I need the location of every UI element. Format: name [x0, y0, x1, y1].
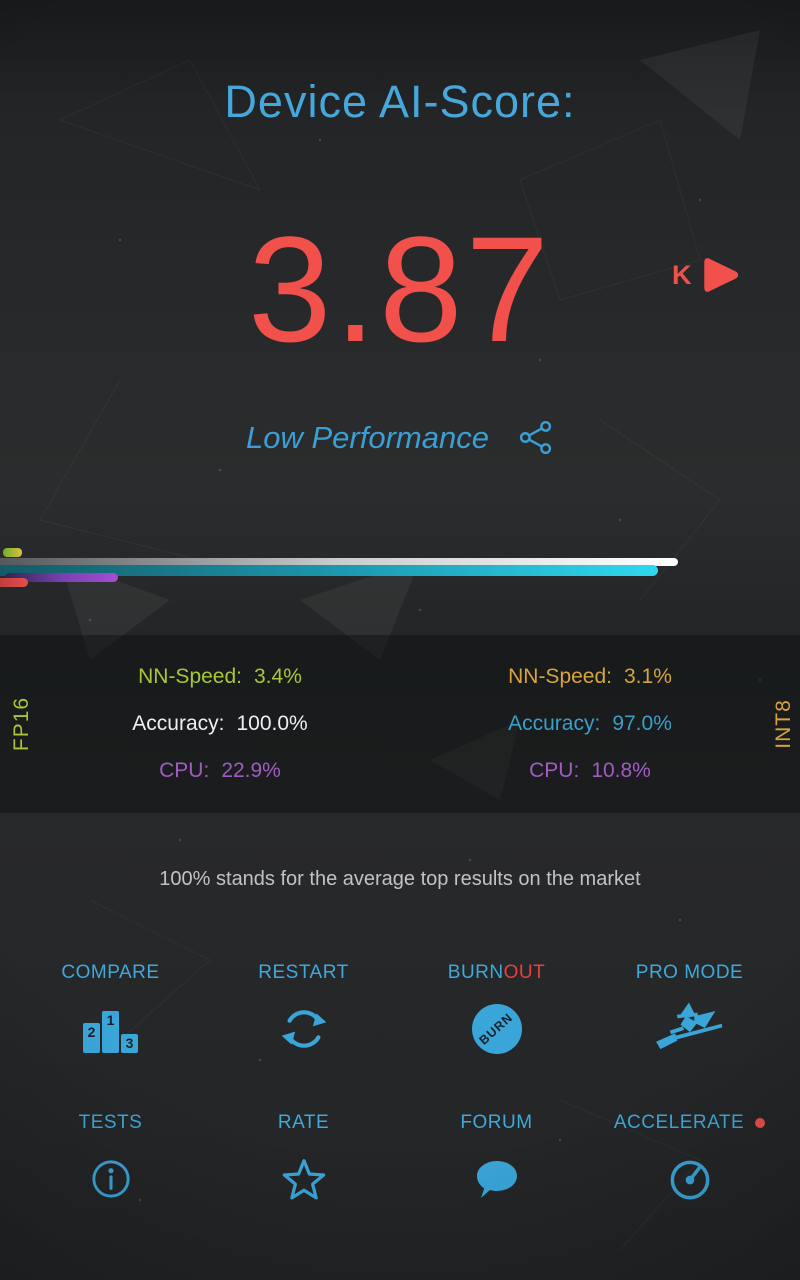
restart-label: RESTART	[258, 962, 349, 983]
compare-button[interactable]: COMPARE 2 1 3	[14, 962, 207, 1060]
stat-value: 97.0%	[612, 712, 672, 735]
compare-label: COMPARE	[61, 962, 160, 983]
action-grid: COMPARE 2 1 3 RESTART	[14, 962, 786, 1210]
stat-row: CPU: 22.9%	[50, 759, 390, 783]
fp16-stats-column: NN-Speed: 3.4% Accuracy: 100.0% CPU: 22.…	[50, 635, 390, 813]
burnout-button[interactable]: BURN OUT BURN	[400, 962, 593, 1060]
accelerate-button[interactable]: ACCELERATE	[593, 1112, 786, 1210]
share-icon[interactable]	[517, 419, 554, 456]
stat-label: Accuracy:	[508, 712, 601, 735]
tests-button[interactable]: TESTS	[14, 1112, 207, 1210]
forum-button[interactable]: FORUM	[400, 1112, 593, 1210]
witch-icon	[654, 998, 726, 1060]
accelerate-label: ACCELERATE	[614, 1112, 766, 1134]
stat-label: Accuracy:	[132, 712, 225, 735]
svg-text:1: 1	[106, 1012, 114, 1028]
stat-value: 100.0%	[236, 712, 308, 735]
stat-label: CPU:	[159, 759, 210, 782]
stat-row: Accuracy: 100.0%	[50, 712, 390, 736]
score-unit-play[interactable]: K	[672, 254, 740, 296]
bar-mini-green	[3, 548, 22, 557]
podium-icon: 2 1 3	[81, 998, 141, 1060]
stat-row: NN-Speed: 3.4%	[50, 665, 390, 689]
stat-value: 3.1%	[624, 665, 672, 688]
stat-row: NN-Speed: 3.1%	[420, 665, 760, 689]
stat-label: CPU:	[529, 759, 580, 782]
svg-text:2: 2	[87, 1024, 95, 1040]
stat-label: NN-Speed:	[138, 665, 242, 688]
restart-icon	[277, 998, 331, 1060]
burnout-label-burn: BURN	[447, 962, 504, 983]
gauge-icon	[663, 1148, 717, 1210]
stat-value: 3.4%	[254, 665, 302, 688]
score-unit: K	[672, 259, 692, 290]
page-title: Device AI-Score:	[224, 76, 576, 127]
pro-mode-label: PRO MODE	[635, 962, 744, 983]
tests-label: TESTS	[78, 1112, 143, 1133]
stat-row: Accuracy: 97.0%	[420, 712, 760, 736]
stats-panel: FP16 INT8 NN-Speed: 3.4% Accuracy: 100.0…	[0, 635, 800, 813]
pro-mode-button[interactable]: PRO MODE	[593, 962, 786, 1060]
note-text: 100% stands for the average top results …	[159, 868, 641, 890]
burn-icon: BURN	[471, 998, 522, 1060]
info-icon	[84, 1148, 138, 1210]
bar-nn-speed-cyan	[0, 565, 658, 576]
rate-label: RATE	[277, 1112, 330, 1133]
star-icon	[276, 1148, 332, 1210]
speech-bubble-icon	[468, 1148, 526, 1210]
forum-label: FORUM	[460, 1112, 533, 1133]
bar-cpu-purple	[5, 573, 118, 582]
restart-button[interactable]: RESTART	[207, 962, 400, 1060]
ai-score-value: 3.87	[248, 205, 552, 373]
int8-tag: INT8	[772, 699, 795, 749]
performance-row: Low Performance	[0, 419, 800, 456]
stat-value: 22.9%	[221, 759, 281, 782]
bar-score-red	[0, 578, 28, 587]
svg-text:3: 3	[125, 1035, 133, 1051]
notification-dot	[755, 1118, 766, 1128]
play-icon[interactable]	[701, 254, 740, 296]
bar-reference-white	[0, 558, 678, 566]
performance-label: Low Performance	[246, 419, 489, 455]
rate-button[interactable]: RATE	[207, 1112, 400, 1210]
stat-value: 10.8%	[591, 759, 651, 782]
int8-stats-column: NN-Speed: 3.1% Accuracy: 97.0% CPU: 10.8…	[420, 635, 760, 813]
fp16-tag: FP16	[10, 696, 33, 752]
stat-row: CPU: 10.8%	[420, 759, 760, 783]
burnout-label-out: OUT	[503, 962, 546, 983]
burnout-label: BURN OUT	[448, 962, 545, 984]
stat-label: NN-Speed:	[508, 665, 612, 688]
